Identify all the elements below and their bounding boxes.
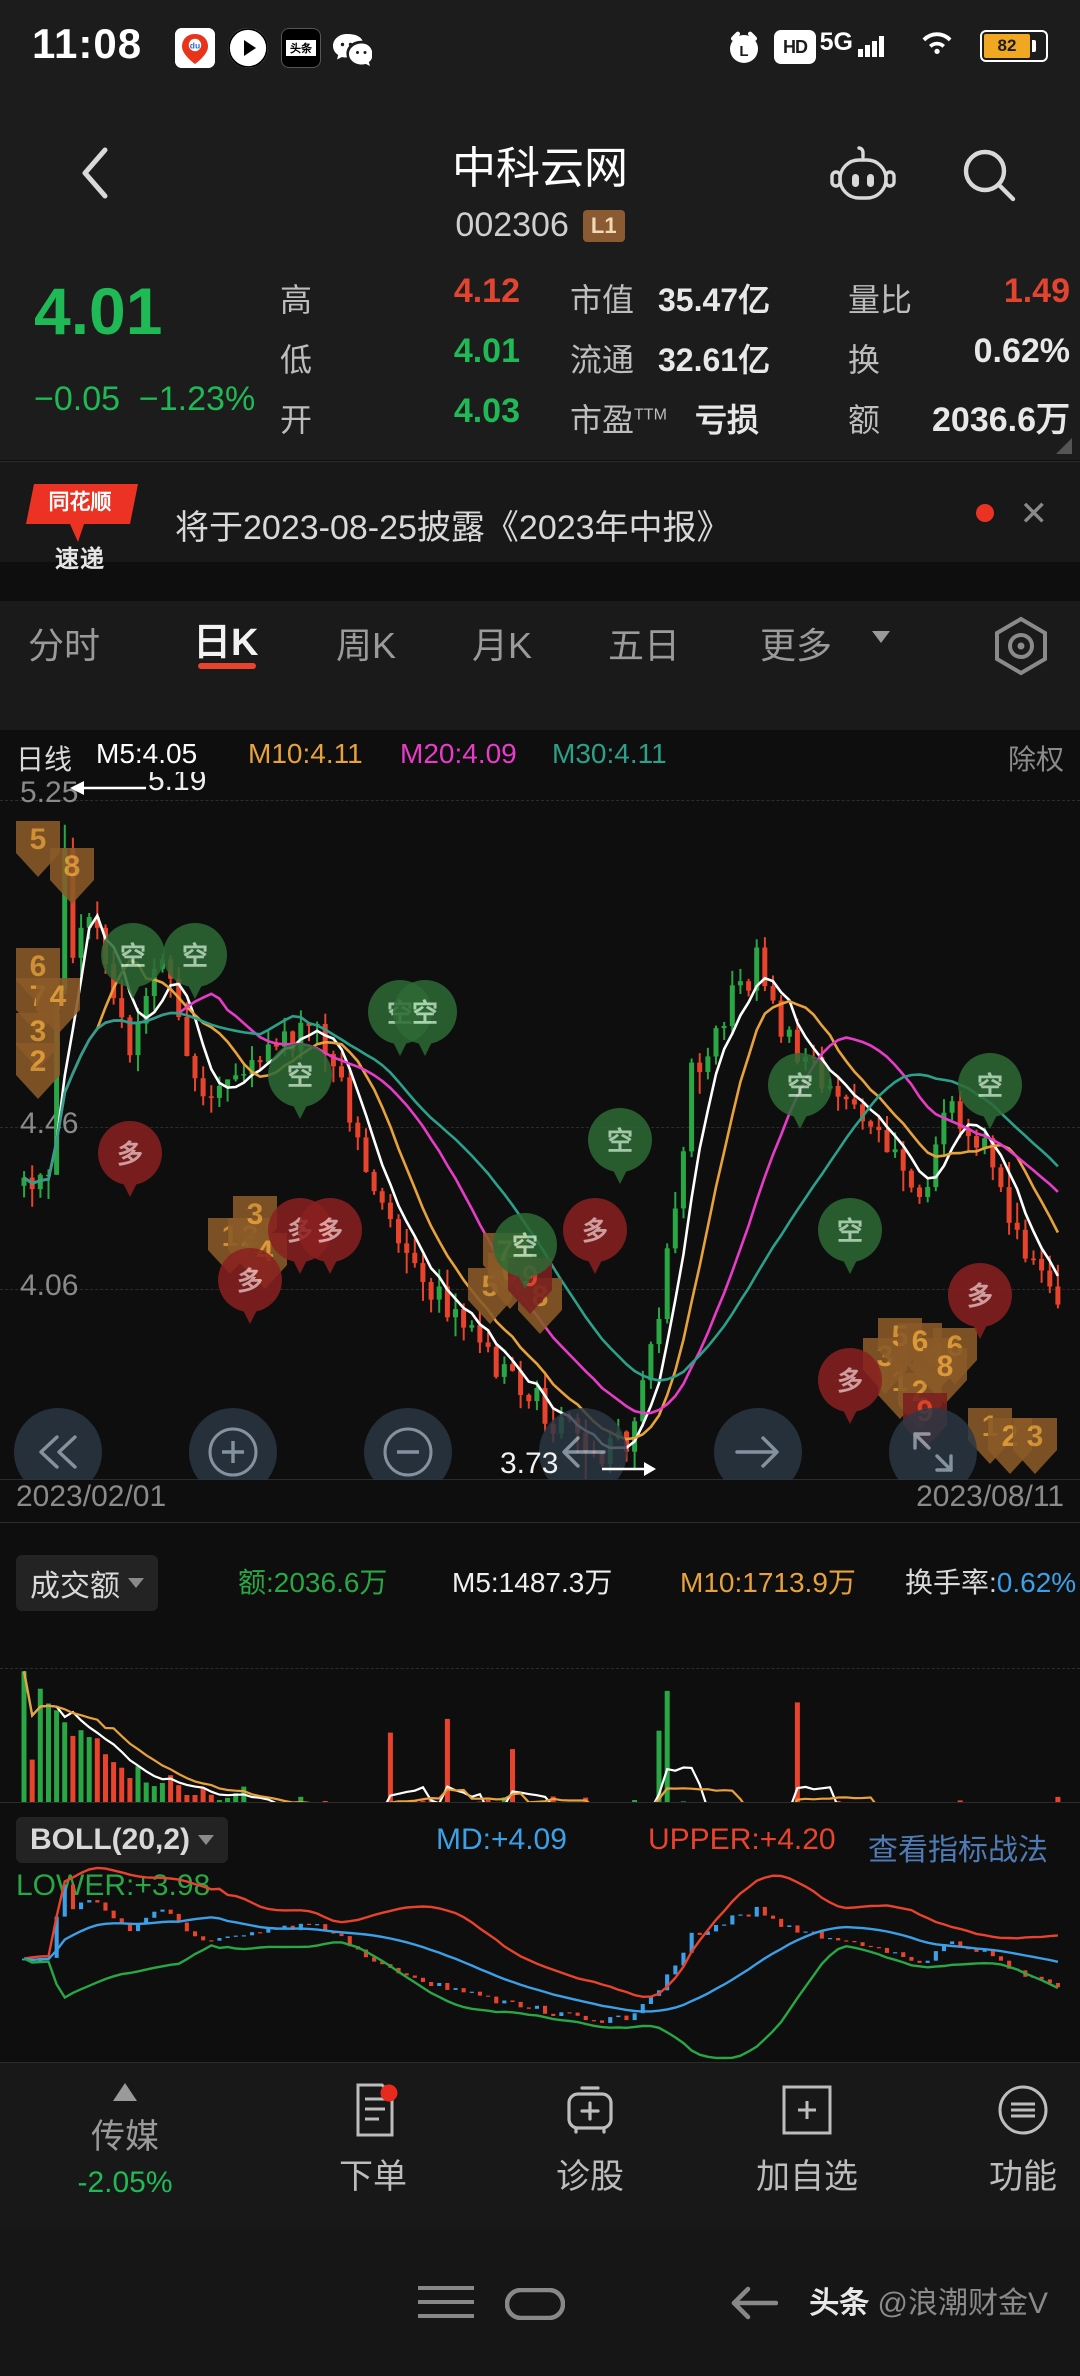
svg-text:空: 空 (607, 1126, 633, 1156)
svg-text:6: 6 (30, 950, 47, 983)
svg-text:1: 1 (222, 1220, 239, 1253)
svg-text:4: 4 (927, 1340, 944, 1373)
svg-text:6: 6 (947, 1330, 964, 1363)
svg-text:2: 2 (30, 1045, 47, 1078)
svg-text:空: 空 (120, 941, 146, 971)
svg-text:1: 1 (892, 1365, 909, 1398)
svg-text:多: 多 (837, 1366, 863, 1396)
svg-text:3: 3 (877, 1340, 894, 1373)
svg-text:空: 空 (412, 998, 438, 1028)
svg-text:8: 8 (64, 850, 81, 883)
svg-text:5: 5 (482, 1270, 499, 1303)
svg-text:多: 多 (117, 1139, 143, 1169)
svg-text:5: 5 (892, 1320, 909, 1353)
svg-text:3: 3 (247, 1198, 264, 1231)
svg-text:空: 空 (512, 1231, 538, 1261)
svg-text:空: 空 (977, 1071, 1003, 1101)
svg-text:多: 多 (237, 1266, 263, 1296)
svg-text:2: 2 (912, 1375, 929, 1408)
svg-text:空: 空 (837, 1216, 863, 1246)
svg-text:9: 9 (522, 1260, 539, 1293)
svg-text:6: 6 (502, 1255, 519, 1288)
svg-text:2: 2 (242, 1220, 259, 1253)
svg-text:空: 空 (287, 1061, 313, 1091)
svg-text:多: 多 (317, 1216, 343, 1246)
svg-text:4: 4 (50, 980, 67, 1013)
svg-text:4: 4 (257, 1235, 274, 1268)
svg-text:8: 8 (532, 1280, 549, 1313)
svg-text:7: 7 (30, 980, 47, 1013)
svg-text:7: 7 (497, 1235, 514, 1268)
svg-text:3: 3 (30, 1015, 47, 1048)
svg-text:5: 5 (30, 823, 47, 856)
svg-text:空: 空 (387, 998, 413, 1028)
svg-text:8: 8 (937, 1350, 954, 1383)
svg-text:6: 6 (912, 1325, 929, 1358)
svg-text:空: 空 (787, 1071, 813, 1101)
svg-text:空: 空 (182, 941, 208, 971)
svg-text:多: 多 (582, 1216, 608, 1246)
svg-text:多: 多 (287, 1216, 313, 1246)
svg-text:多: 多 (967, 1281, 993, 1311)
